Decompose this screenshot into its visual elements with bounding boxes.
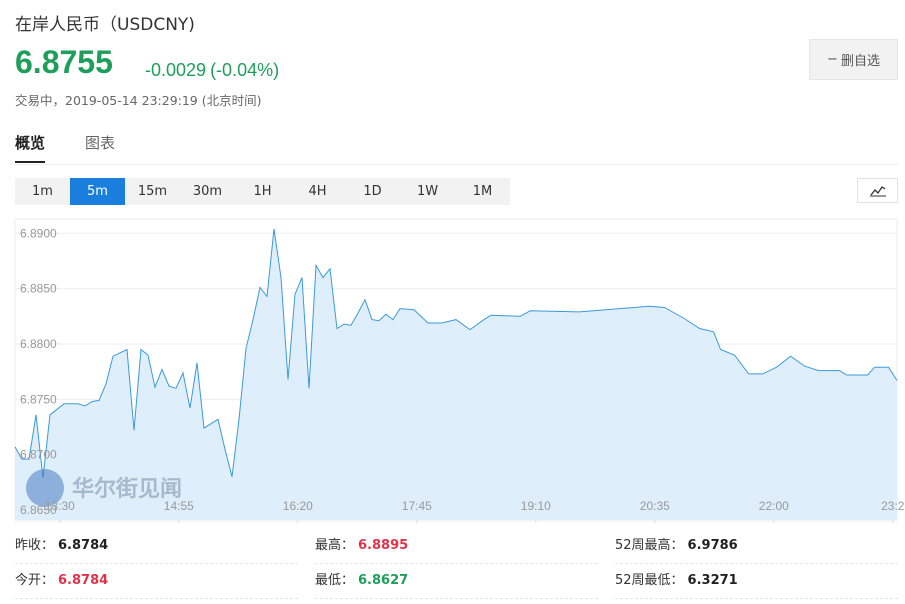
status: 交易中，2019-05-14 23:29:19 (北京时间)	[15, 93, 262, 108]
divider	[15, 164, 898, 165]
chart-icon	[870, 186, 886, 197]
period-button[interactable]: 1W	[416, 184, 439, 199]
y-tick-label: 6.8800	[20, 337, 57, 351]
stat-value: 6.8895	[358, 538, 409, 553]
stat: 52周最低： 6.3271	[615, 564, 898, 599]
area	[15, 228, 897, 520]
stat-label: 最低：	[315, 573, 355, 588]
period-bar: 1m 5m 15m 30m 1H 4H 1D 1W 1M	[15, 178, 510, 205]
watermark: 华尔街见闻	[26, 469, 182, 507]
change: -0.0029 (-0.04%)	[145, 60, 283, 81]
period-button[interactable]: 30m	[192, 184, 223, 199]
price-line	[14, 228, 898, 478]
button-label: 删自选	[840, 54, 880, 69]
x-tick-label: 20:35	[640, 499, 670, 513]
x-tick-label: 19:10	[521, 499, 551, 513]
change-pct: (-0.04%)	[210, 60, 280, 80]
x-tick-label: 22:00	[759, 499, 789, 513]
y-tick-label: 6.8900	[20, 226, 57, 240]
title: 在岸人民币（USDCNY)	[15, 15, 195, 35]
price: 6.8755	[15, 44, 113, 80]
chart-type-button[interactable]	[857, 178, 898, 203]
period-button[interactable]: 1D	[363, 184, 382, 199]
watermark-text: 华尔街见闻	[72, 476, 182, 502]
tab[interactable]: 概览	[15, 132, 46, 163]
stat: 最高： 6.8895	[315, 529, 598, 564]
stat: 昨收： 6.8784	[15, 529, 298, 564]
x-tick-label: 16:20	[283, 499, 313, 513]
x-tick-label: 14:55	[164, 499, 194, 513]
period-button[interactable]: 15m	[137, 184, 168, 199]
watermark-logo	[26, 469, 64, 507]
stat-value: 6.8627	[358, 573, 409, 588]
change-value: -0.0029	[145, 60, 207, 80]
x-tick-label: 17:45	[402, 499, 432, 513]
period-button[interactable]: 5m	[70, 178, 125, 205]
x-tick-label: 23:2	[881, 499, 905, 513]
tabs: 概览 图表	[15, 132, 155, 163]
remove-watchlist-button[interactable]: − 删自选	[809, 39, 898, 80]
stat-label: 最高：	[315, 538, 355, 553]
stat-label: 52周最低：	[615, 573, 684, 588]
tab[interactable]: 图表	[85, 134, 116, 152]
stat: 今开： 6.8784	[15, 564, 298, 599]
stat-label: 今开：	[15, 573, 55, 588]
period-button[interactable]: 1m	[32, 184, 53, 199]
stat-value: 6.9786	[687, 538, 738, 553]
y-tick-label: 6.8700	[20, 448, 57, 462]
stat-label: 昨收：	[15, 538, 55, 553]
y-tick-label: 6.8850	[20, 282, 57, 296]
y-tick-label: 6.8750	[20, 392, 57, 406]
stat: 最低： 6.8627	[315, 564, 598, 599]
stat-value: 6.3271	[687, 573, 738, 588]
period-button[interactable]: 1H	[253, 184, 272, 199]
y-tick-label: 6.8650	[20, 503, 57, 517]
stat-value: 6.8784	[58, 573, 109, 588]
stat: 52周最高： 6.9786	[615, 529, 898, 564]
period-button[interactable]: 4H	[308, 184, 327, 199]
stat-value: 6.8784	[58, 538, 109, 553]
x-tick-label: 13:30	[45, 499, 75, 513]
stat-label: 52周最高：	[615, 538, 684, 553]
period-button[interactable]: 1M	[472, 184, 493, 199]
